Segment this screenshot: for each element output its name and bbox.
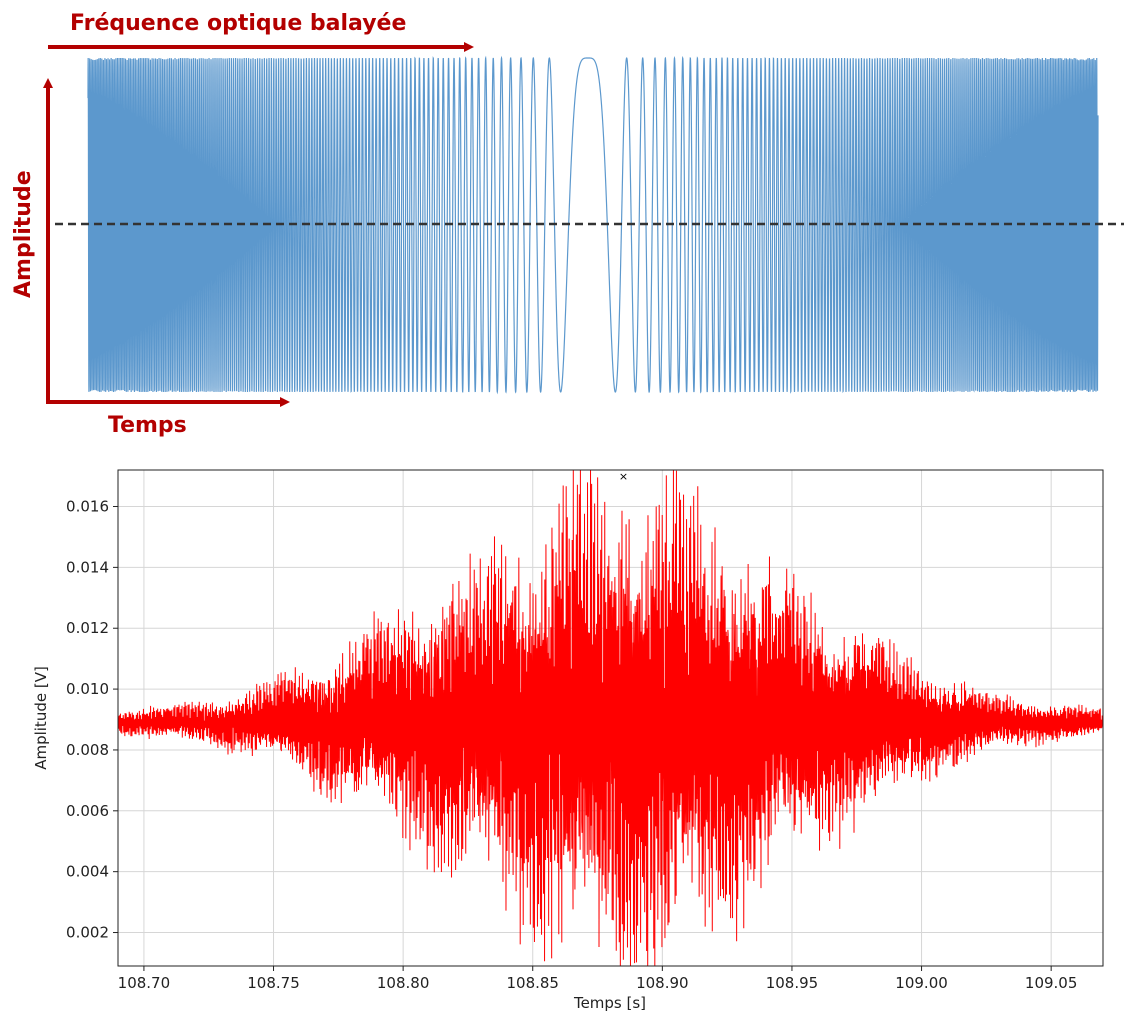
x-axis-label: Temps [s] (573, 994, 646, 1012)
y-tick-label: 0.010 (66, 680, 109, 698)
x-tick-label: 108.70 (118, 974, 171, 992)
y-tick-label: 0.008 (66, 741, 109, 759)
plot-frame (117, 469, 1104, 967)
y-axis-label: Amplitude [V] (32, 666, 50, 770)
chirp-schematic-chart: Fréquence optique balayée Amplitude Temp… (11, 11, 1124, 438)
interferogram-signal-line (117, 469, 1104, 967)
x-tick-label: 108.95 (766, 974, 819, 992)
y-tick-label: 0.014 (66, 558, 109, 576)
x-tick-label: 108.75 (247, 974, 300, 992)
x-tick-label: 108.80 (377, 974, 430, 992)
x-tick-label: 109.05 (1025, 974, 1078, 992)
time-arrow-label: Temps (108, 413, 187, 438)
amplitude-arrow-label: Amplitude (11, 170, 36, 298)
y-tick-label: 0.016 (66, 498, 109, 516)
y-tick-label: 0.004 (66, 863, 109, 881)
y-tick-label: 0.012 (66, 619, 109, 637)
x-axis-ticks: 108.70 108.75 108.80 108.85 108.90 108.95 109.… (118, 966, 1078, 992)
peak-marker: × (619, 470, 628, 483)
y-tick-label: 0.006 (66, 802, 109, 820)
frequency-arrow-label: Fréquence optique balayée (70, 11, 406, 36)
chirped-signal-line (87, 55, 1099, 395)
y-tick-label: 0.002 (66, 924, 109, 942)
x-tick-label: 108.90 (636, 974, 689, 992)
interferogram-chart: × 108.70 108.75 108.80 108.85 108.90 108.95 10… (32, 469, 1104, 1012)
x-tick-label: 109.00 (895, 974, 948, 992)
x-tick-label: 108.85 (506, 974, 559, 992)
y-axis-ticks: 0.002 0.004 0.006 0.008 0.010 0.012 0.014 0.016 (66, 498, 118, 942)
